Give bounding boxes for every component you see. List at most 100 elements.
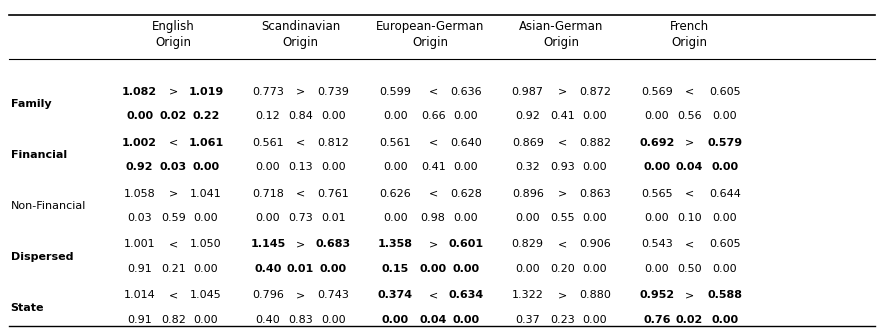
Text: 0.12: 0.12 bbox=[255, 112, 280, 121]
Text: Financial: Financial bbox=[11, 150, 66, 160]
Text: 0.601: 0.601 bbox=[448, 239, 484, 249]
Text: 0.00: 0.00 bbox=[383, 213, 408, 223]
Text: 0.00: 0.00 bbox=[453, 112, 478, 121]
Text: 0.761: 0.761 bbox=[317, 189, 349, 198]
Text: 0.82: 0.82 bbox=[161, 315, 186, 325]
Text: 0.01: 0.01 bbox=[321, 213, 346, 223]
Text: 0.40: 0.40 bbox=[255, 264, 281, 274]
Text: 0.13: 0.13 bbox=[288, 162, 313, 172]
Text: 0.00: 0.00 bbox=[126, 112, 153, 121]
Text: 0.91: 0.91 bbox=[127, 264, 152, 274]
Text: 0.00: 0.00 bbox=[712, 315, 738, 325]
Text: 0.23: 0.23 bbox=[550, 315, 575, 325]
Text: <: < bbox=[558, 138, 567, 148]
Text: 0.743: 0.743 bbox=[317, 290, 349, 300]
Text: 0.02: 0.02 bbox=[160, 112, 187, 121]
Text: 0.00: 0.00 bbox=[321, 112, 346, 121]
Text: 0.55: 0.55 bbox=[550, 213, 575, 223]
Text: Scandinavian: Scandinavian bbox=[261, 20, 340, 33]
Text: Non-Financial: Non-Financial bbox=[11, 201, 86, 211]
Text: 0.00: 0.00 bbox=[453, 162, 478, 172]
Text: <: < bbox=[296, 189, 305, 198]
Text: 1.058: 1.058 bbox=[124, 189, 156, 198]
Text: 0.579: 0.579 bbox=[707, 138, 743, 148]
Text: 0.56: 0.56 bbox=[677, 112, 702, 121]
Text: 0.00: 0.00 bbox=[453, 264, 479, 274]
Text: 0.00: 0.00 bbox=[583, 213, 607, 223]
Text: 0.636: 0.636 bbox=[450, 87, 482, 97]
Text: 0.98: 0.98 bbox=[421, 213, 446, 223]
Text: >: > bbox=[685, 138, 694, 148]
Text: 0.84: 0.84 bbox=[288, 112, 313, 121]
Text: <: < bbox=[429, 189, 438, 198]
Text: 0.896: 0.896 bbox=[512, 189, 544, 198]
Text: 0.03: 0.03 bbox=[127, 213, 152, 223]
Text: 0.02: 0.02 bbox=[676, 315, 703, 325]
Text: 0.605: 0.605 bbox=[709, 239, 741, 249]
Text: 0.40: 0.40 bbox=[255, 315, 280, 325]
Text: 0.565: 0.565 bbox=[641, 189, 673, 198]
Text: 0.812: 0.812 bbox=[317, 138, 349, 148]
Text: 0.00: 0.00 bbox=[644, 213, 669, 223]
Text: 1.019: 1.019 bbox=[188, 87, 224, 97]
Text: 1.050: 1.050 bbox=[190, 239, 222, 249]
Text: 0.00: 0.00 bbox=[321, 315, 346, 325]
Text: 0.91: 0.91 bbox=[127, 315, 152, 325]
Text: 0.00: 0.00 bbox=[194, 213, 218, 223]
Text: 0.880: 0.880 bbox=[579, 290, 611, 300]
Text: 0.32: 0.32 bbox=[515, 162, 540, 172]
Text: 0.00: 0.00 bbox=[420, 264, 446, 274]
Text: 0.869: 0.869 bbox=[512, 138, 544, 148]
Text: 0.561: 0.561 bbox=[252, 138, 284, 148]
Text: 0.00: 0.00 bbox=[194, 315, 218, 325]
Text: 0.00: 0.00 bbox=[713, 112, 737, 121]
Text: 0.76: 0.76 bbox=[643, 315, 671, 325]
Text: 0.00: 0.00 bbox=[321, 162, 346, 172]
Text: 0.00: 0.00 bbox=[382, 315, 408, 325]
Text: 0.739: 0.739 bbox=[317, 87, 349, 97]
Text: 0.634: 0.634 bbox=[448, 290, 484, 300]
Text: 0.543: 0.543 bbox=[641, 239, 673, 249]
Text: Origin: Origin bbox=[672, 36, 707, 49]
Text: 0.692: 0.692 bbox=[639, 138, 674, 148]
Text: 0.92: 0.92 bbox=[126, 162, 154, 172]
Text: 0.796: 0.796 bbox=[252, 290, 284, 300]
Text: 0.66: 0.66 bbox=[421, 112, 446, 121]
Text: 0.00: 0.00 bbox=[644, 112, 669, 121]
Text: 0.04: 0.04 bbox=[676, 162, 703, 172]
Text: Dispersed: Dispersed bbox=[11, 252, 73, 262]
Text: 0.73: 0.73 bbox=[288, 213, 313, 223]
Text: 0.605: 0.605 bbox=[709, 87, 741, 97]
Text: 1.041: 1.041 bbox=[190, 189, 222, 198]
Text: 0.628: 0.628 bbox=[450, 189, 482, 198]
Text: <: < bbox=[685, 189, 694, 198]
Text: <: < bbox=[169, 290, 178, 300]
Text: 0.773: 0.773 bbox=[252, 87, 284, 97]
Text: Asian-German: Asian-German bbox=[519, 20, 604, 33]
Text: 1.002: 1.002 bbox=[122, 138, 157, 148]
Text: 0.00: 0.00 bbox=[515, 264, 540, 274]
Text: 1.145: 1.145 bbox=[250, 239, 286, 249]
Text: >: > bbox=[296, 290, 305, 300]
Text: 0.20: 0.20 bbox=[550, 264, 575, 274]
Text: 0.04: 0.04 bbox=[420, 315, 446, 325]
Text: 0.987: 0.987 bbox=[512, 87, 544, 97]
Text: 0.59: 0.59 bbox=[161, 213, 186, 223]
Text: <: < bbox=[685, 87, 694, 97]
Text: 1.322: 1.322 bbox=[512, 290, 544, 300]
Text: 0.626: 0.626 bbox=[379, 189, 411, 198]
Text: <: < bbox=[169, 138, 178, 148]
Text: 0.00: 0.00 bbox=[320, 264, 347, 274]
Text: Origin: Origin bbox=[283, 36, 318, 49]
Text: 0.872: 0.872 bbox=[579, 87, 611, 97]
Text: 0.00: 0.00 bbox=[383, 162, 408, 172]
Text: 0.00: 0.00 bbox=[583, 315, 607, 325]
Text: 0.561: 0.561 bbox=[379, 138, 411, 148]
Text: French: French bbox=[670, 20, 709, 33]
Text: European-German: European-German bbox=[377, 20, 484, 33]
Text: 0.588: 0.588 bbox=[707, 290, 743, 300]
Text: 0.374: 0.374 bbox=[377, 290, 413, 300]
Text: >: > bbox=[685, 290, 694, 300]
Text: 0.683: 0.683 bbox=[316, 239, 351, 249]
Text: 0.640: 0.640 bbox=[450, 138, 482, 148]
